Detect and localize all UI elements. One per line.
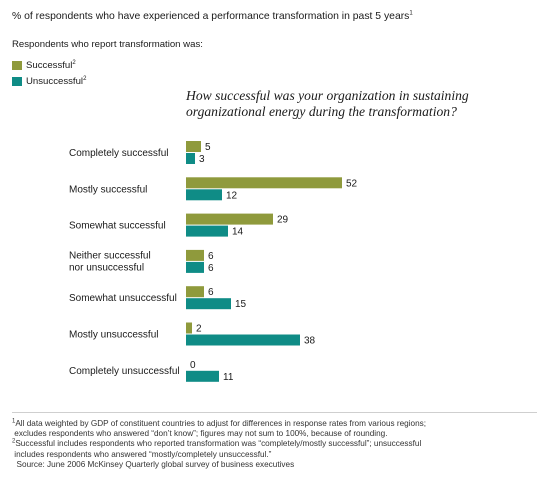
data-label: 0	[190, 360, 196, 371]
data-label: 15	[235, 299, 247, 310]
data-label: 6	[208, 251, 214, 262]
data-label: 2	[196, 324, 202, 335]
bar-successful	[186, 286, 204, 298]
data-label: 38	[304, 336, 316, 347]
bar-unsuccessful	[186, 225, 228, 237]
category-label: Somewhat unsuccessful	[69, 293, 177, 304]
data-label: 5	[205, 142, 211, 153]
bar-unsuccessful	[186, 334, 300, 346]
footnote-source: Source: June 2006 McKinsey Quarterly glo…	[12, 459, 295, 469]
data-label: 52	[346, 178, 358, 189]
category-label: Completely unsuccessful	[69, 366, 180, 377]
bar-unsuccessful	[186, 189, 222, 201]
data-label: 11	[223, 372, 234, 383]
bar-unsuccessful	[186, 153, 195, 164]
bar-unsuccessful	[186, 298, 231, 310]
bar-successful	[186, 213, 273, 225]
data-label: 3	[199, 154, 205, 165]
legend-swatch-unsuccessful	[12, 76, 22, 86]
data-label: 6	[208, 263, 214, 274]
footnote-2: 2Successful includes respondents who rep…	[12, 438, 422, 459]
bar-chart: Completely successful 53 Mostly successful…	[69, 141, 358, 383]
category-label: Mostly unsuccessful	[69, 330, 158, 341]
bar-successful	[186, 322, 192, 334]
footnote-divider	[12, 412, 537, 413]
chart-title: % of respondents who have experienced a …	[12, 10, 413, 22]
category-label: Completely successful	[69, 148, 168, 159]
data-label: 14	[232, 227, 244, 238]
legend-heading: Respondents who report transformation wa…	[12, 39, 203, 50]
data-label: 29	[277, 215, 289, 226]
data-label: 6	[208, 287, 214, 298]
bar-successful	[186, 141, 201, 152]
category-label: Neither successful nor unsuccessful	[69, 250, 151, 273]
legend-item-unsuccessful: Unsuccessful2	[12, 75, 86, 87]
data-label: 12	[226, 190, 238, 201]
bar-successful	[186, 249, 204, 261]
footnotes: 1All data weighted by GDP of constituent…	[12, 418, 537, 470]
legend-label-successful: Successful2	[26, 59, 76, 71]
category-label: Mostly successful	[69, 184, 147, 195]
bar-unsuccessful	[186, 261, 204, 273]
bar-successful	[186, 177, 342, 189]
chart-question: How successful was your organization in …	[186, 88, 469, 119]
legend-item-successful: Successful2	[12, 59, 76, 71]
bar-unsuccessful	[186, 370, 219, 382]
footnote-1: 1All data weighted by GDP of constituent…	[12, 418, 426, 439]
category-label: Somewhat successful	[69, 221, 166, 232]
legend-swatch-successful	[12, 60, 22, 70]
legend-label-unsuccessful: Unsuccessful2	[26, 75, 87, 87]
